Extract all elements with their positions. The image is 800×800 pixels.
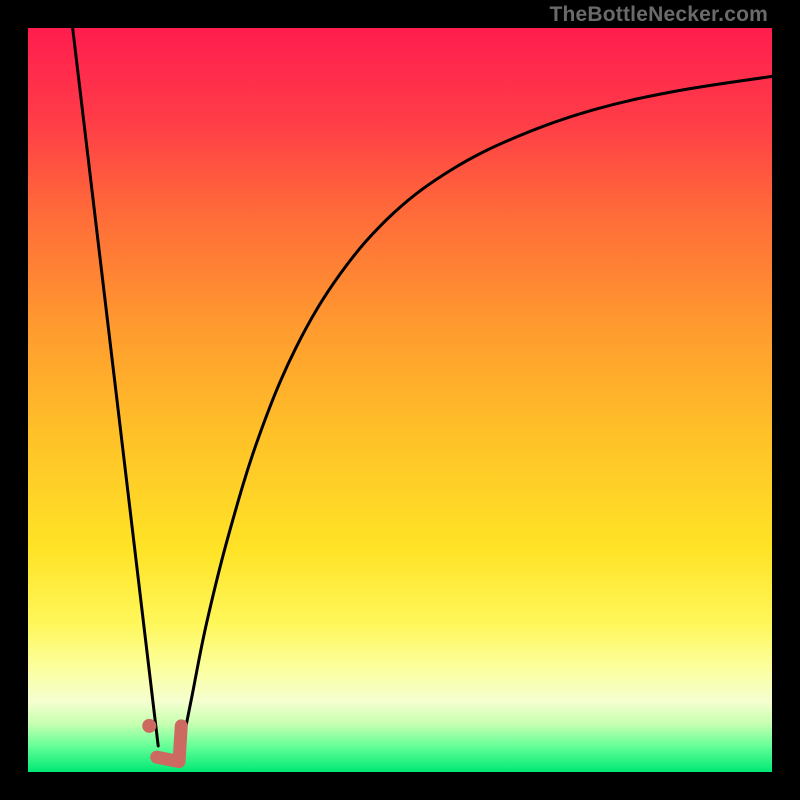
plot-area xyxy=(28,28,772,772)
curve-right xyxy=(181,76,772,753)
marker-dot xyxy=(142,719,156,733)
curves-layer xyxy=(28,28,772,772)
watermark-text: TheBottleNecker.com xyxy=(549,3,768,27)
marker-lshape xyxy=(157,726,182,762)
curve-left-line xyxy=(73,28,159,746)
